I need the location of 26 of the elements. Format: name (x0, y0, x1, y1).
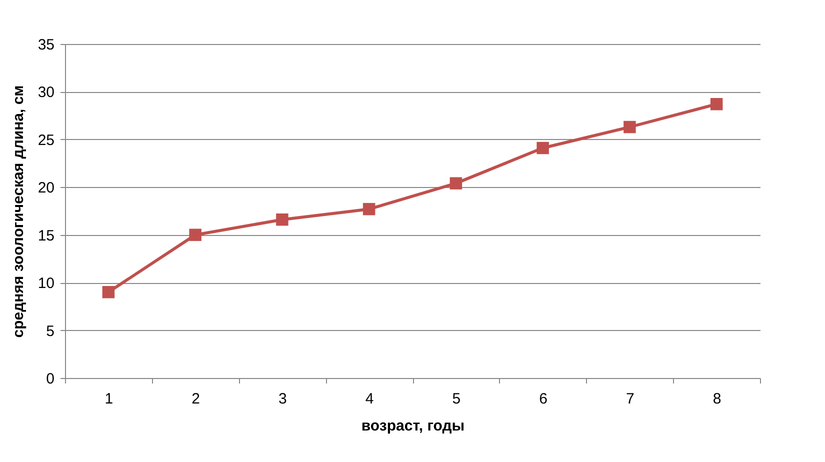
y-tick-label: 20 (38, 180, 54, 197)
point (450, 177, 462, 190)
point (189, 228, 202, 241)
point (102, 286, 115, 298)
point (710, 98, 723, 110)
x-tick-label: 3 (278, 390, 287, 408)
y-axis-title: средняя зоологическая длина, см (10, 85, 27, 338)
y-tick-label: 35 (38, 36, 54, 54)
x-tick-label: 2 (192, 390, 200, 408)
y-tick-label: 30 (38, 84, 54, 102)
point (276, 213, 288, 226)
y-tick-label: 25 (38, 132, 54, 149)
x-tick-label: 1 (104, 390, 114, 408)
x-tick-label: 7 (626, 390, 634, 408)
y-tick-label: 5 (46, 322, 54, 340)
x-tick-label: 6 (539, 390, 548, 408)
x-tick-label: 5 (452, 390, 461, 408)
point (536, 142, 549, 154)
x-axis-title: возраст, годы (361, 418, 465, 434)
point (362, 202, 376, 216)
y-tick-label: 0 (46, 370, 54, 388)
y-tick-label: 10 (38, 275, 54, 292)
x-tick-label: 4 (365, 390, 374, 408)
x-tick-label: 8 (712, 390, 722, 408)
y-tick-label: 15 (38, 227, 54, 244)
point (624, 120, 636, 134)
